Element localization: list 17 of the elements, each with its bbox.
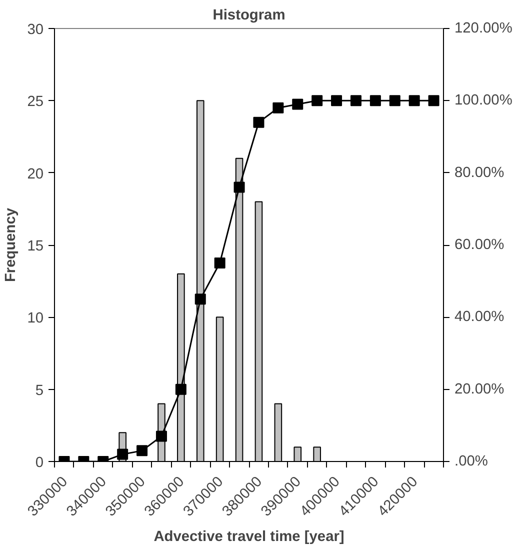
y2-tick-label: 60.00% [454, 237, 504, 253]
y2-tick-label: .00% [454, 454, 488, 470]
y-tick-label: 5 [35, 382, 44, 399]
y2-tick-label: 80.00% [454, 164, 504, 181]
y-tick-label: 20 [27, 166, 44, 182]
chart-title: Histogram [212, 8, 286, 24]
y2-tick-label: 100.00% [454, 92, 512, 109]
y-axis-title: Frequency [3, 207, 20, 282]
y-tick-label: 0 [35, 455, 44, 471]
x-axis-title: Advective travel time [year] [154, 528, 344, 545]
y-tick-label: 15 [27, 238, 44, 254]
y2-tick-label: 40.00% [454, 309, 504, 326]
y-tick-label: 10 [27, 310, 44, 327]
y-tick-label: 30 [27, 22, 44, 38]
y2-tick-label: 20.00% [454, 381, 504, 398]
y-tick-label: 25 [27, 94, 44, 110]
y2-tick-label: 120.00% [454, 20, 512, 36]
